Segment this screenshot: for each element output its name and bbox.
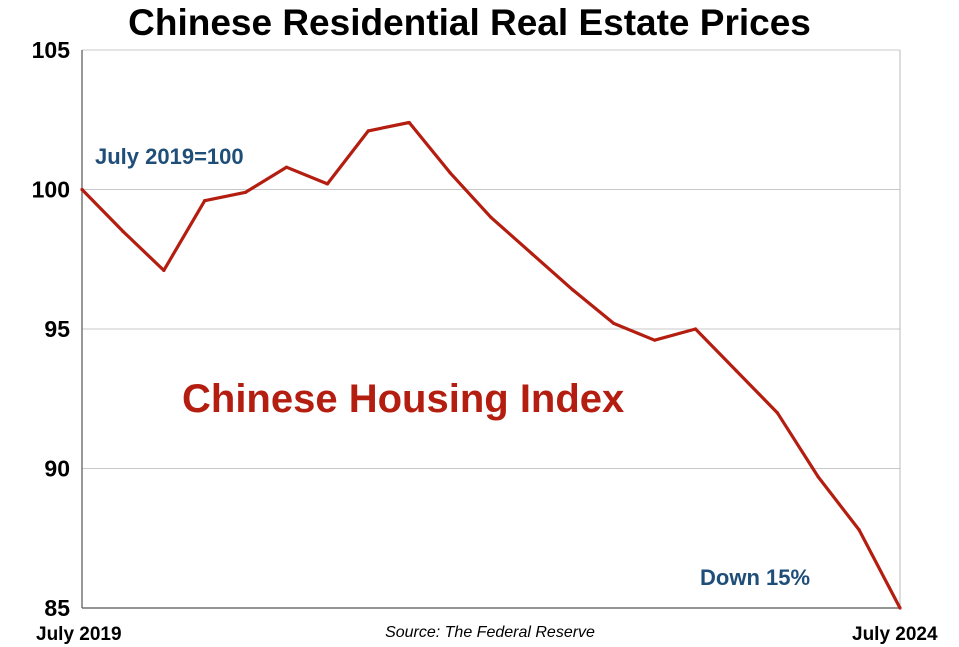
data-point: [898, 606, 902, 610]
data-point: [80, 187, 84, 192]
data-point: [121, 229, 125, 233]
data-point: [489, 215, 493, 219]
data-point: [734, 369, 739, 373]
y-tick-label: 90: [44, 456, 70, 482]
y-tick-label: 85: [44, 595, 70, 621]
data-point: [571, 288, 575, 292]
data-point: [162, 268, 166, 273]
data-point: [203, 199, 207, 203]
chart-title: Chinese Residential Real Estate Prices: [128, 2, 811, 43]
y-tick-label: 95: [44, 316, 70, 342]
series-label: Chinese Housing Index: [182, 377, 624, 421]
data-point: [653, 338, 657, 342]
data-point: [366, 129, 370, 133]
data-point: [816, 475, 820, 479]
change-annotation: Down 15%: [700, 565, 810, 590]
source-note: Source: The Federal Reserve: [385, 624, 595, 641]
y-tick-label: 100: [32, 177, 70, 203]
x-tick-label-start: July 2019: [36, 624, 122, 645]
data-point: [407, 120, 411, 125]
gridlines: [82, 49, 900, 469]
series-points: [80, 120, 902, 610]
data-point: [775, 411, 779, 415]
data-point: [693, 327, 698, 331]
y-tick-labels: 85 90 95 100 105: [32, 37, 71, 621]
x-tick-label-end: July 2024: [852, 624, 938, 645]
y-tick-label: 105: [32, 37, 71, 63]
data-point: [857, 528, 861, 532]
data-point: [284, 165, 289, 169]
data-point: [530, 252, 534, 256]
baseline-annotation: July 2019=100: [95, 144, 244, 169]
data-point: [612, 321, 616, 326]
data-point: [244, 190, 248, 194]
data-point: [448, 171, 452, 175]
data-point: [325, 182, 329, 186]
series-line-chinese-housing-index: [80, 120, 902, 609]
